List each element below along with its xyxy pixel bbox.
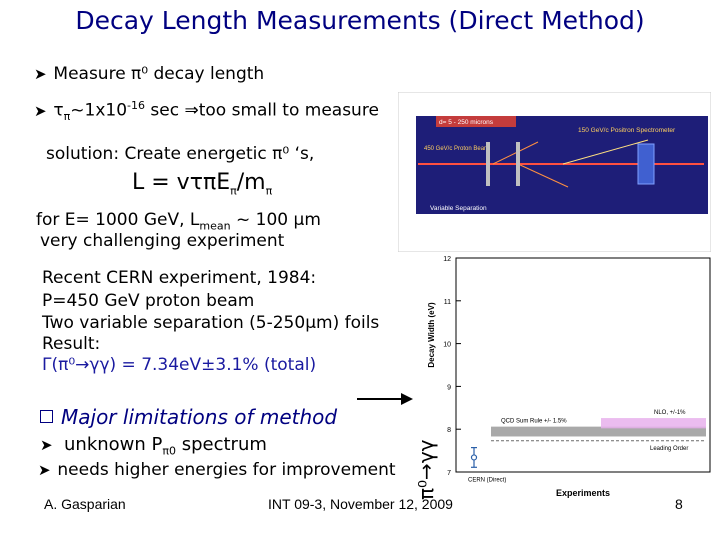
major-limitations: Major limitations of method xyxy=(40,405,337,429)
tungsten-foil-2 xyxy=(516,142,520,186)
improve-text: needs higher energies for improvement xyxy=(57,460,396,480)
formula-part-b: πE xyxy=(202,170,231,195)
spectrum-text-a: unknown P xyxy=(64,434,163,455)
energy-text-b: ~ 100 μm xyxy=(230,210,321,230)
decay-width-chart: 7 8 9 10 11 12 QCD Sum Rule +/- 1.5% NLO, +/-1%… xyxy=(427,256,711,498)
spectrum-line: ➤ unknown Pπ0 spectrum xyxy=(40,434,267,458)
slide-title: Decay Length Measurements (Direct Method… xyxy=(75,6,645,35)
spectrum-text-b: spectrum xyxy=(176,434,267,455)
spectrum-sub: π0 xyxy=(162,444,176,458)
energy-line-2: very challenging experiment xyxy=(40,231,285,251)
pointer-arrow xyxy=(357,393,413,405)
schematic-beam-label: 450 GeV/c Proton Beam xyxy=(424,146,489,152)
schematic-spectrometer-label: 150 GeV/c Positron Spectrometer xyxy=(578,127,676,134)
arrow-bullet-icon: ➤ xyxy=(40,436,53,454)
decay-length-formula: L = vτπEπ/mπ xyxy=(132,170,272,197)
schematic-range-label: d= 5 - 250 microns xyxy=(439,119,494,126)
positron-track-line xyxy=(562,139,649,165)
pointer-arrow-head-icon xyxy=(401,393,413,405)
decay-photon-line xyxy=(492,141,539,165)
tau-value: ~1x10 xyxy=(70,100,128,121)
data-point-label-0: CERN (Direct) xyxy=(468,477,506,483)
bullet-measure: ➤ Measure π⁰ decay length xyxy=(34,64,264,84)
cern-line-1: Recent CERN experiment, 1984: xyxy=(42,268,317,288)
major-limitations-text: Major limitations of method xyxy=(61,405,338,429)
plot-frame xyxy=(455,257,711,473)
band-label-0: QCD Sum Rule +/- 1.5% xyxy=(501,419,567,425)
schematic-foils-label: Tungsten Foils xyxy=(430,215,473,222)
decay-photon-line xyxy=(517,163,569,188)
energy-text-a: for E= 1000 GeV, L xyxy=(36,210,200,230)
y-tick-label: 7 xyxy=(447,470,451,477)
bullet-measure-text: Measure π⁰ decay length xyxy=(53,64,265,84)
y-tick-label: 12 xyxy=(443,256,451,263)
cern-line-4: Result: xyxy=(42,334,101,354)
spectrometer-block xyxy=(637,143,655,185)
band-0 xyxy=(491,426,706,437)
solution-line: solution: Create energetic π⁰ ‘s, xyxy=(46,144,315,164)
cern-result: Γ(π⁰→γγ) = 7.34eV±3.1% (total) xyxy=(42,355,317,375)
cern-line-2: P=450 GeV proton beam xyxy=(42,291,255,311)
formula-sub-2: π xyxy=(265,184,273,198)
energy-line-1: for E= 1000 GeV, Lmean ~ 100 μm xyxy=(36,210,321,232)
tau-symbol: τ xyxy=(53,100,64,121)
x-axis-label: Experiments xyxy=(556,488,610,498)
formula-sub-1: π xyxy=(230,184,237,198)
arrow-bullet-icon: ➤ xyxy=(34,101,47,120)
y-tick-label: 8 xyxy=(447,427,451,434)
arrow-bullet-icon: ➤ xyxy=(38,461,51,479)
footer-event: INT 09-3, November 12, 2009 xyxy=(268,496,453,512)
energy-sub: mean xyxy=(199,219,231,233)
band-label-1: NLO, +/-1% xyxy=(654,410,686,416)
schematic-separation-label: Variable Separation xyxy=(430,205,487,212)
y-tick-label: 9 xyxy=(447,384,451,391)
schematic-range-box xyxy=(436,116,516,127)
page-number: 8 xyxy=(675,496,683,512)
theory-line-label-0: Leading Order xyxy=(650,446,688,452)
experiment-schematic: d= 5 - 250 microns 450 GeV/c Proton Beam… xyxy=(398,92,711,252)
checkbox-bullet-icon xyxy=(40,410,53,423)
formula-part-a: L = vτ xyxy=(132,170,203,195)
y-tick-label: 11 xyxy=(444,299,451,306)
tau-exponent: -16 xyxy=(127,99,146,112)
arrow-bullet-icon: ➤ xyxy=(34,65,47,83)
formula-part-c: /m xyxy=(236,170,266,195)
footer-author: A. Gasparian xyxy=(44,496,126,512)
improve-line: ➤ needs higher energies for improvement xyxy=(38,460,396,480)
data-point-0 xyxy=(470,454,478,461)
y-tick-label: 10 xyxy=(443,342,451,349)
tau-subscript: π xyxy=(63,110,71,124)
tau-rest: sec ⇒too small to measure xyxy=(145,100,379,121)
y-axis-label: Decay Width (eV) xyxy=(427,302,436,368)
cern-line-3: Two variable separation (5-250μm) foils xyxy=(42,313,380,333)
band-1 xyxy=(601,418,706,429)
bullet-lifetime: ➤ τπ~1x10-16 sec ⇒too small to measure xyxy=(34,99,379,123)
tungsten-foil-1 xyxy=(486,142,490,186)
